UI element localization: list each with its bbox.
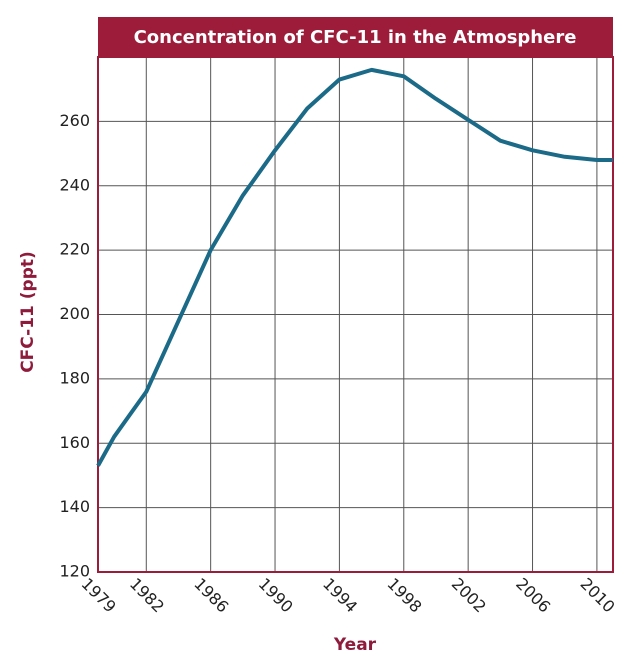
y-tick-label: 180 [59,368,90,387]
y-tick-label: 140 [59,497,90,516]
x-tick-label: 1994 [319,574,361,616]
y-axis-label: CFC-11 (ppt) [18,251,38,373]
y-tick-label: 160 [59,433,90,452]
x-tick-label: 2006 [512,574,554,616]
x-tick-label: 2010 [576,574,618,616]
y-tick-label: 240 [59,175,90,194]
chart-title: Concentration of CFC-11 in the Atmospher… [134,27,577,48]
x-tick-label: 1998 [383,574,425,616]
y-tick-label: 200 [59,304,90,323]
y-tick-label: 120 [59,562,90,581]
plot-frame [97,56,614,573]
x-tick-label: 1979 [78,574,120,616]
title-bar [98,17,613,57]
x-tick-label: 2002 [448,574,490,616]
x-tick-label: 1986 [190,574,232,616]
x-tick-label: 1982 [126,574,168,616]
y-tick-label: 260 [59,111,90,130]
x-tick-label: 1990 [255,574,297,616]
data-line [96,67,613,467]
x-axis-label: Year [333,635,377,653]
y-tick-label: 220 [59,240,90,259]
